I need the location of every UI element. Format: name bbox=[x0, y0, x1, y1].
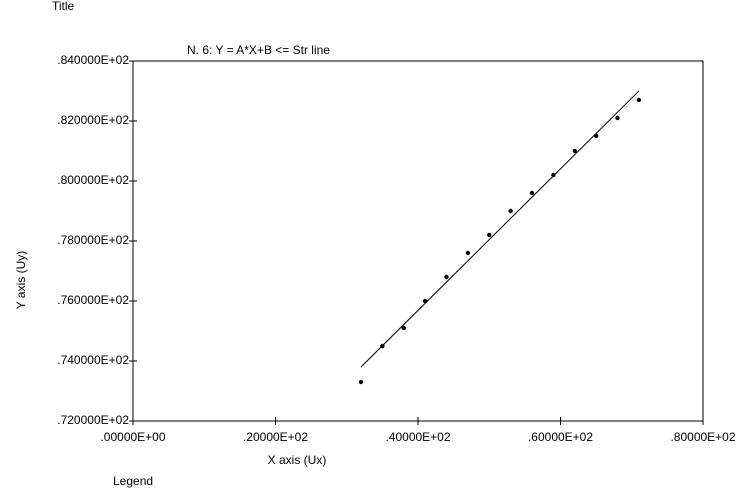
y-axis-label: Y axis (Uy) bbox=[14, 251, 28, 309]
y-tick-label: .800000E+02 bbox=[57, 173, 129, 187]
data-point bbox=[636, 97, 642, 103]
data-point bbox=[380, 343, 385, 349]
y-tick-label: .720000E+02 bbox=[57, 413, 129, 427]
y-tick-label: .820000E+02 bbox=[57, 113, 129, 127]
data-point bbox=[358, 379, 364, 385]
chart-title: Title bbox=[52, 0, 75, 13]
data-point bbox=[551, 172, 556, 178]
data-point bbox=[508, 208, 513, 214]
y-tick-label: .840000E+02 bbox=[57, 53, 129, 67]
data-point bbox=[529, 190, 535, 196]
legend-title: Legend bbox=[113, 474, 153, 488]
x-tick-label: .40000E+02 bbox=[385, 430, 450, 444]
x-tick-label: .60000E+02 bbox=[528, 430, 593, 444]
data-point bbox=[487, 232, 492, 238]
y-tick-label: .740000E+02 bbox=[57, 353, 129, 367]
x-axis-label: X axis (Ux) bbox=[268, 453, 327, 467]
data-point bbox=[593, 133, 599, 139]
data-point bbox=[465, 250, 471, 256]
data-point bbox=[572, 148, 577, 154]
fit-line bbox=[360, 90, 640, 368]
data-point bbox=[615, 115, 620, 121]
x-tick-label: .00000E+00 bbox=[100, 430, 165, 444]
data-point bbox=[444, 274, 449, 280]
x-tick-label: .20000E+02 bbox=[243, 430, 308, 444]
data-point bbox=[422, 298, 428, 304]
y-tick-label: .760000E+02 bbox=[57, 293, 129, 307]
y-tick-label: .780000E+02 bbox=[57, 233, 129, 247]
data-point bbox=[401, 325, 406, 331]
x-tick-label: .80000E+02 bbox=[670, 430, 735, 444]
chart-subtitle: N. 6: Y = A*X+B <= Str line bbox=[187, 43, 330, 57]
